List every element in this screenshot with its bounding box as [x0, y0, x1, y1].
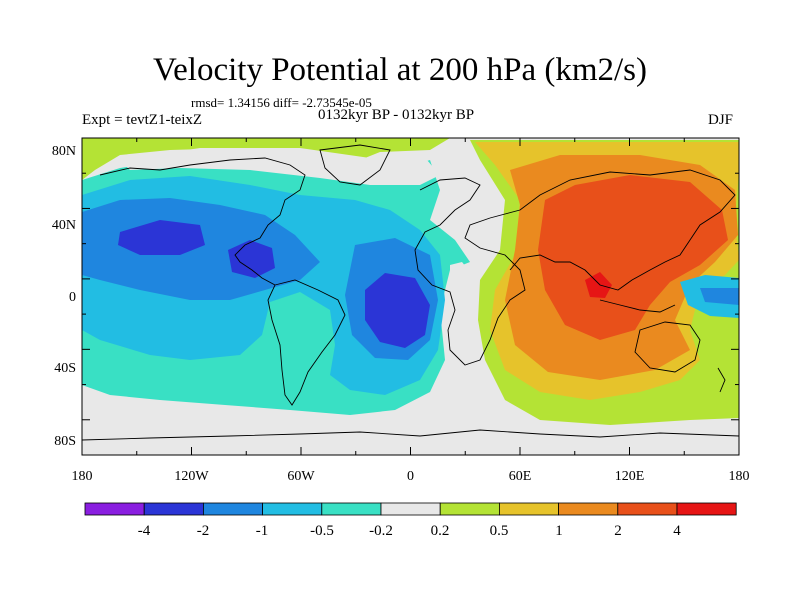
- contour-positive-0.2-islands: [82, 138, 450, 180]
- x-tick-label: 60W: [287, 469, 315, 484]
- contour-field: [82, 138, 739, 455]
- colorbar-label: -0.5: [310, 523, 334, 539]
- period-label: 0132kyr BP - 0132kyr BP: [318, 107, 475, 123]
- colorbar-box: [439, 502, 500, 516]
- x-tick-label: 0: [407, 469, 414, 484]
- x-tick-marks: [81, 138, 740, 455]
- colorbar-label: 2: [614, 523, 622, 539]
- season-label: DJF: [708, 112, 734, 128]
- contour-positive-2: [538, 175, 728, 340]
- colorbar-label: -4: [138, 523, 151, 539]
- coast-europe-africa: [414, 177, 526, 366]
- contour-negative-2-caribbean: [228, 240, 275, 278]
- colorbar-box: [676, 502, 737, 516]
- coast-greenland: [319, 144, 391, 186]
- neutral-gulf-patch: [450, 262, 470, 280]
- coast-australia: [634, 321, 701, 373]
- y-tick-label: 80S: [54, 434, 76, 449]
- coast-south-america: [267, 279, 346, 406]
- x-tick-label: 180: [72, 469, 93, 484]
- colorbar-label: -2: [197, 523, 210, 539]
- contour-positive-4: [585, 272, 612, 298]
- colorbar-box: [380, 502, 441, 516]
- coast-north-america: [99, 157, 306, 286]
- colorbar-box: [143, 502, 204, 516]
- colorbar-label: 0.5: [490, 523, 509, 539]
- coast-new-zealand: [717, 367, 726, 393]
- colorbar-box: [84, 502, 145, 516]
- colorbar: [84, 502, 737, 516]
- colorbar-labels: -4 -2 -1 -0.5 -0.2 0.2 0.5 1 2 4: [138, 523, 682, 539]
- colorbar-label: 4: [673, 523, 681, 539]
- x-tick-label: 120W: [174, 469, 209, 484]
- coastlines: [82, 144, 739, 441]
- contour-negative-2: [118, 220, 205, 255]
- x-tick-label: 180: [729, 469, 750, 484]
- map-title: Velocity Potential at 200 hPa (km2/s): [152, 52, 648, 88]
- neutral-arctic-band: [120, 148, 440, 185]
- y-tick-label: 40N: [52, 218, 76, 233]
- colorbar-label: -0.2: [369, 523, 393, 539]
- coast-asia: [489, 169, 736, 291]
- colorbar-box: [262, 502, 323, 516]
- stats-label: rmsd= 1.34156 diff= -2.73545e-05: [191, 95, 372, 110]
- y-tick-label: 0: [69, 290, 76, 305]
- colorbar-box: [617, 502, 678, 516]
- coast-antarctica: [82, 429, 739, 441]
- colorbar-label: 0.2: [431, 523, 450, 539]
- colorbar-label: 1: [555, 523, 563, 539]
- x-tick-label: 120E: [615, 469, 645, 484]
- x-tick-label: 60E: [509, 469, 532, 484]
- colorbar-label: -1: [256, 523, 269, 539]
- contour-negative-2-atlantic: [365, 273, 430, 348]
- experiment-label: Expt = tevtZ1-teixZ: [82, 112, 203, 128]
- colorbar-box: [558, 502, 619, 516]
- y-tick-marks: [82, 137, 739, 456]
- colorbar-box: [202, 502, 263, 516]
- contour-negative-1-east: [700, 288, 739, 305]
- y-tick-label: 40S: [54, 361, 76, 376]
- y-tick-label: 80N: [52, 144, 76, 159]
- neutral-antarctic-band: [82, 410, 739, 455]
- colorbar-box: [321, 502, 382, 516]
- colorbar-box: [498, 502, 559, 516]
- coast-maritime-continent: [599, 299, 676, 313]
